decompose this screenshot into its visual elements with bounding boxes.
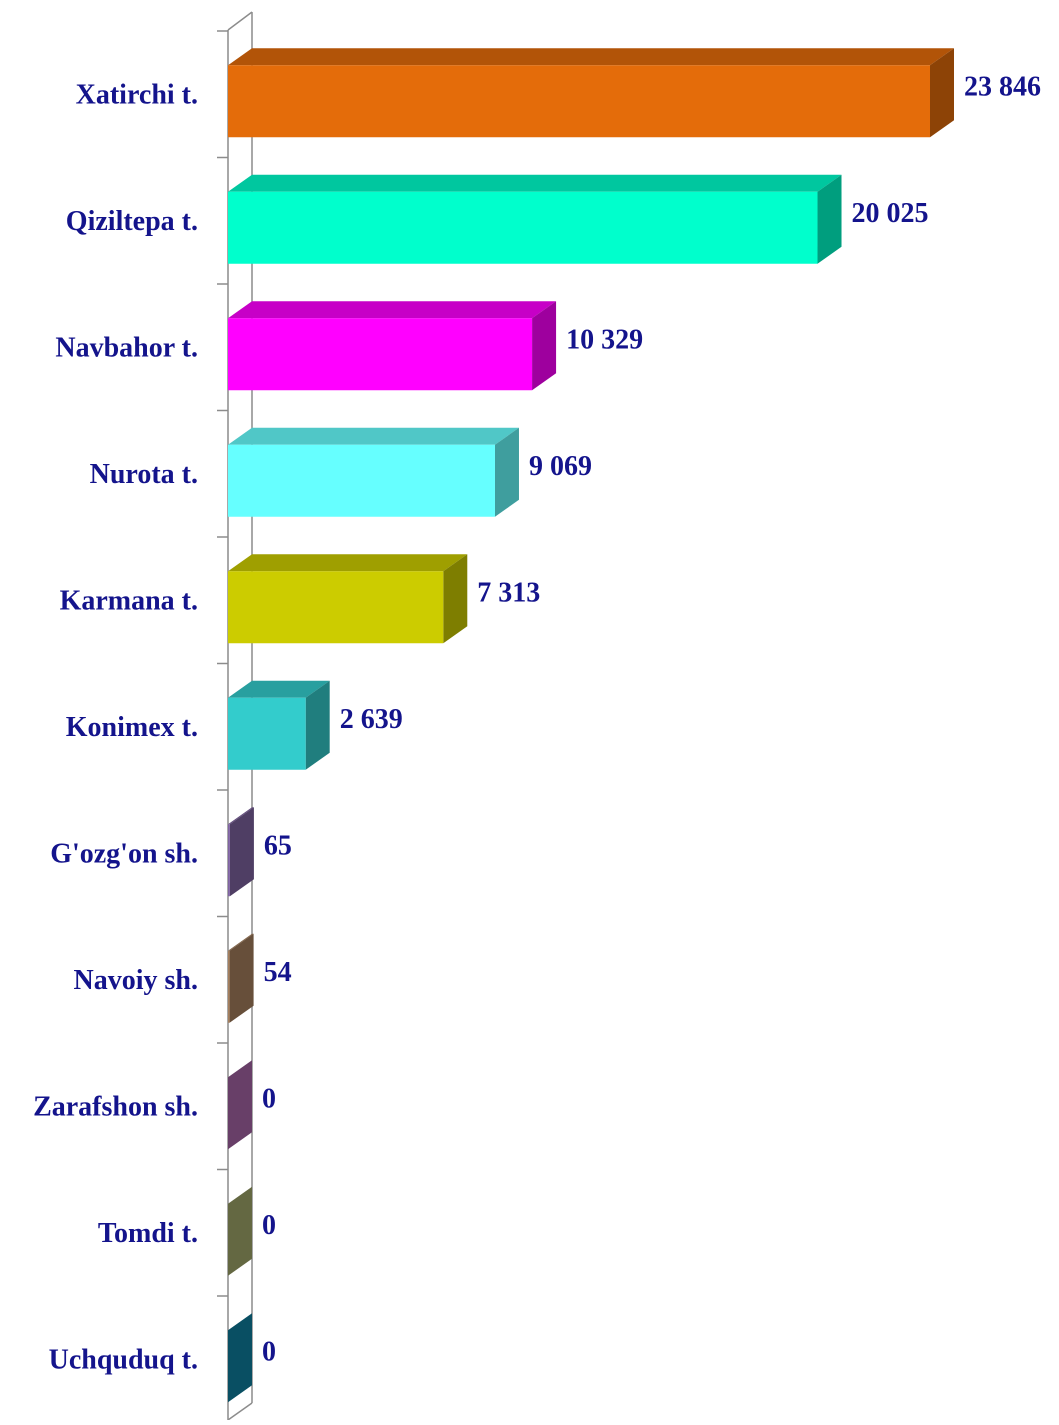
bar-top [228,48,954,66]
value-label: 10 329 [566,325,643,356]
value-label: 20 025 [852,198,929,229]
axis-line [227,11,253,31]
bar-top [228,427,519,445]
category-label: Karmana t. [60,586,198,617]
bar-top [228,680,330,698]
category-label: Zarafshon sh. [33,1092,198,1123]
bar [228,950,230,1023]
value-label: 9 069 [529,451,592,482]
bar-top [228,807,254,825]
value-label: 2 639 [340,704,403,735]
bar-top [228,554,468,572]
bar [228,697,306,770]
value-label: 0 [262,1210,276,1241]
bar-side [228,1060,252,1150]
bar [228,318,533,391]
category-label: Tomdi t. [98,1218,198,1249]
bar-top [228,301,557,319]
bar-side [228,1313,252,1403]
bar [228,65,930,138]
bar-side [817,174,842,264]
bar [228,571,444,644]
bar-top [228,174,842,192]
bar-side [305,680,330,770]
category-label: Nurota t. [90,459,198,490]
bar-top [228,933,254,951]
category-label: Konimex t. [66,712,198,743]
bar-side [228,1186,252,1276]
bar-side [532,301,557,391]
category-label: Xatirchi t. [76,80,198,111]
category-label: Navbahor t. [55,333,198,364]
bar-side [229,807,254,897]
bar-side [443,554,468,644]
value-label: 0 [262,1337,276,1368]
category-label: Qiziltepa t. [66,206,198,237]
bar-side [494,427,519,517]
bar [228,824,230,897]
bar [228,191,818,264]
value-label: 65 [264,831,292,862]
value-label: 7 313 [477,578,540,609]
category-label: Navoiy sh. [74,965,198,996]
category-label: G'ozg'on sh. [50,839,198,870]
bar-side [930,48,954,138]
axis-line [227,1402,253,1421]
category-label: Uchquduq t. [49,1345,198,1376]
bar [228,444,495,517]
value-label: 23 846 [964,72,1041,103]
value-label: 54 [264,957,292,988]
value-label: 0 [262,1084,276,1115]
bar-side [229,933,254,1023]
